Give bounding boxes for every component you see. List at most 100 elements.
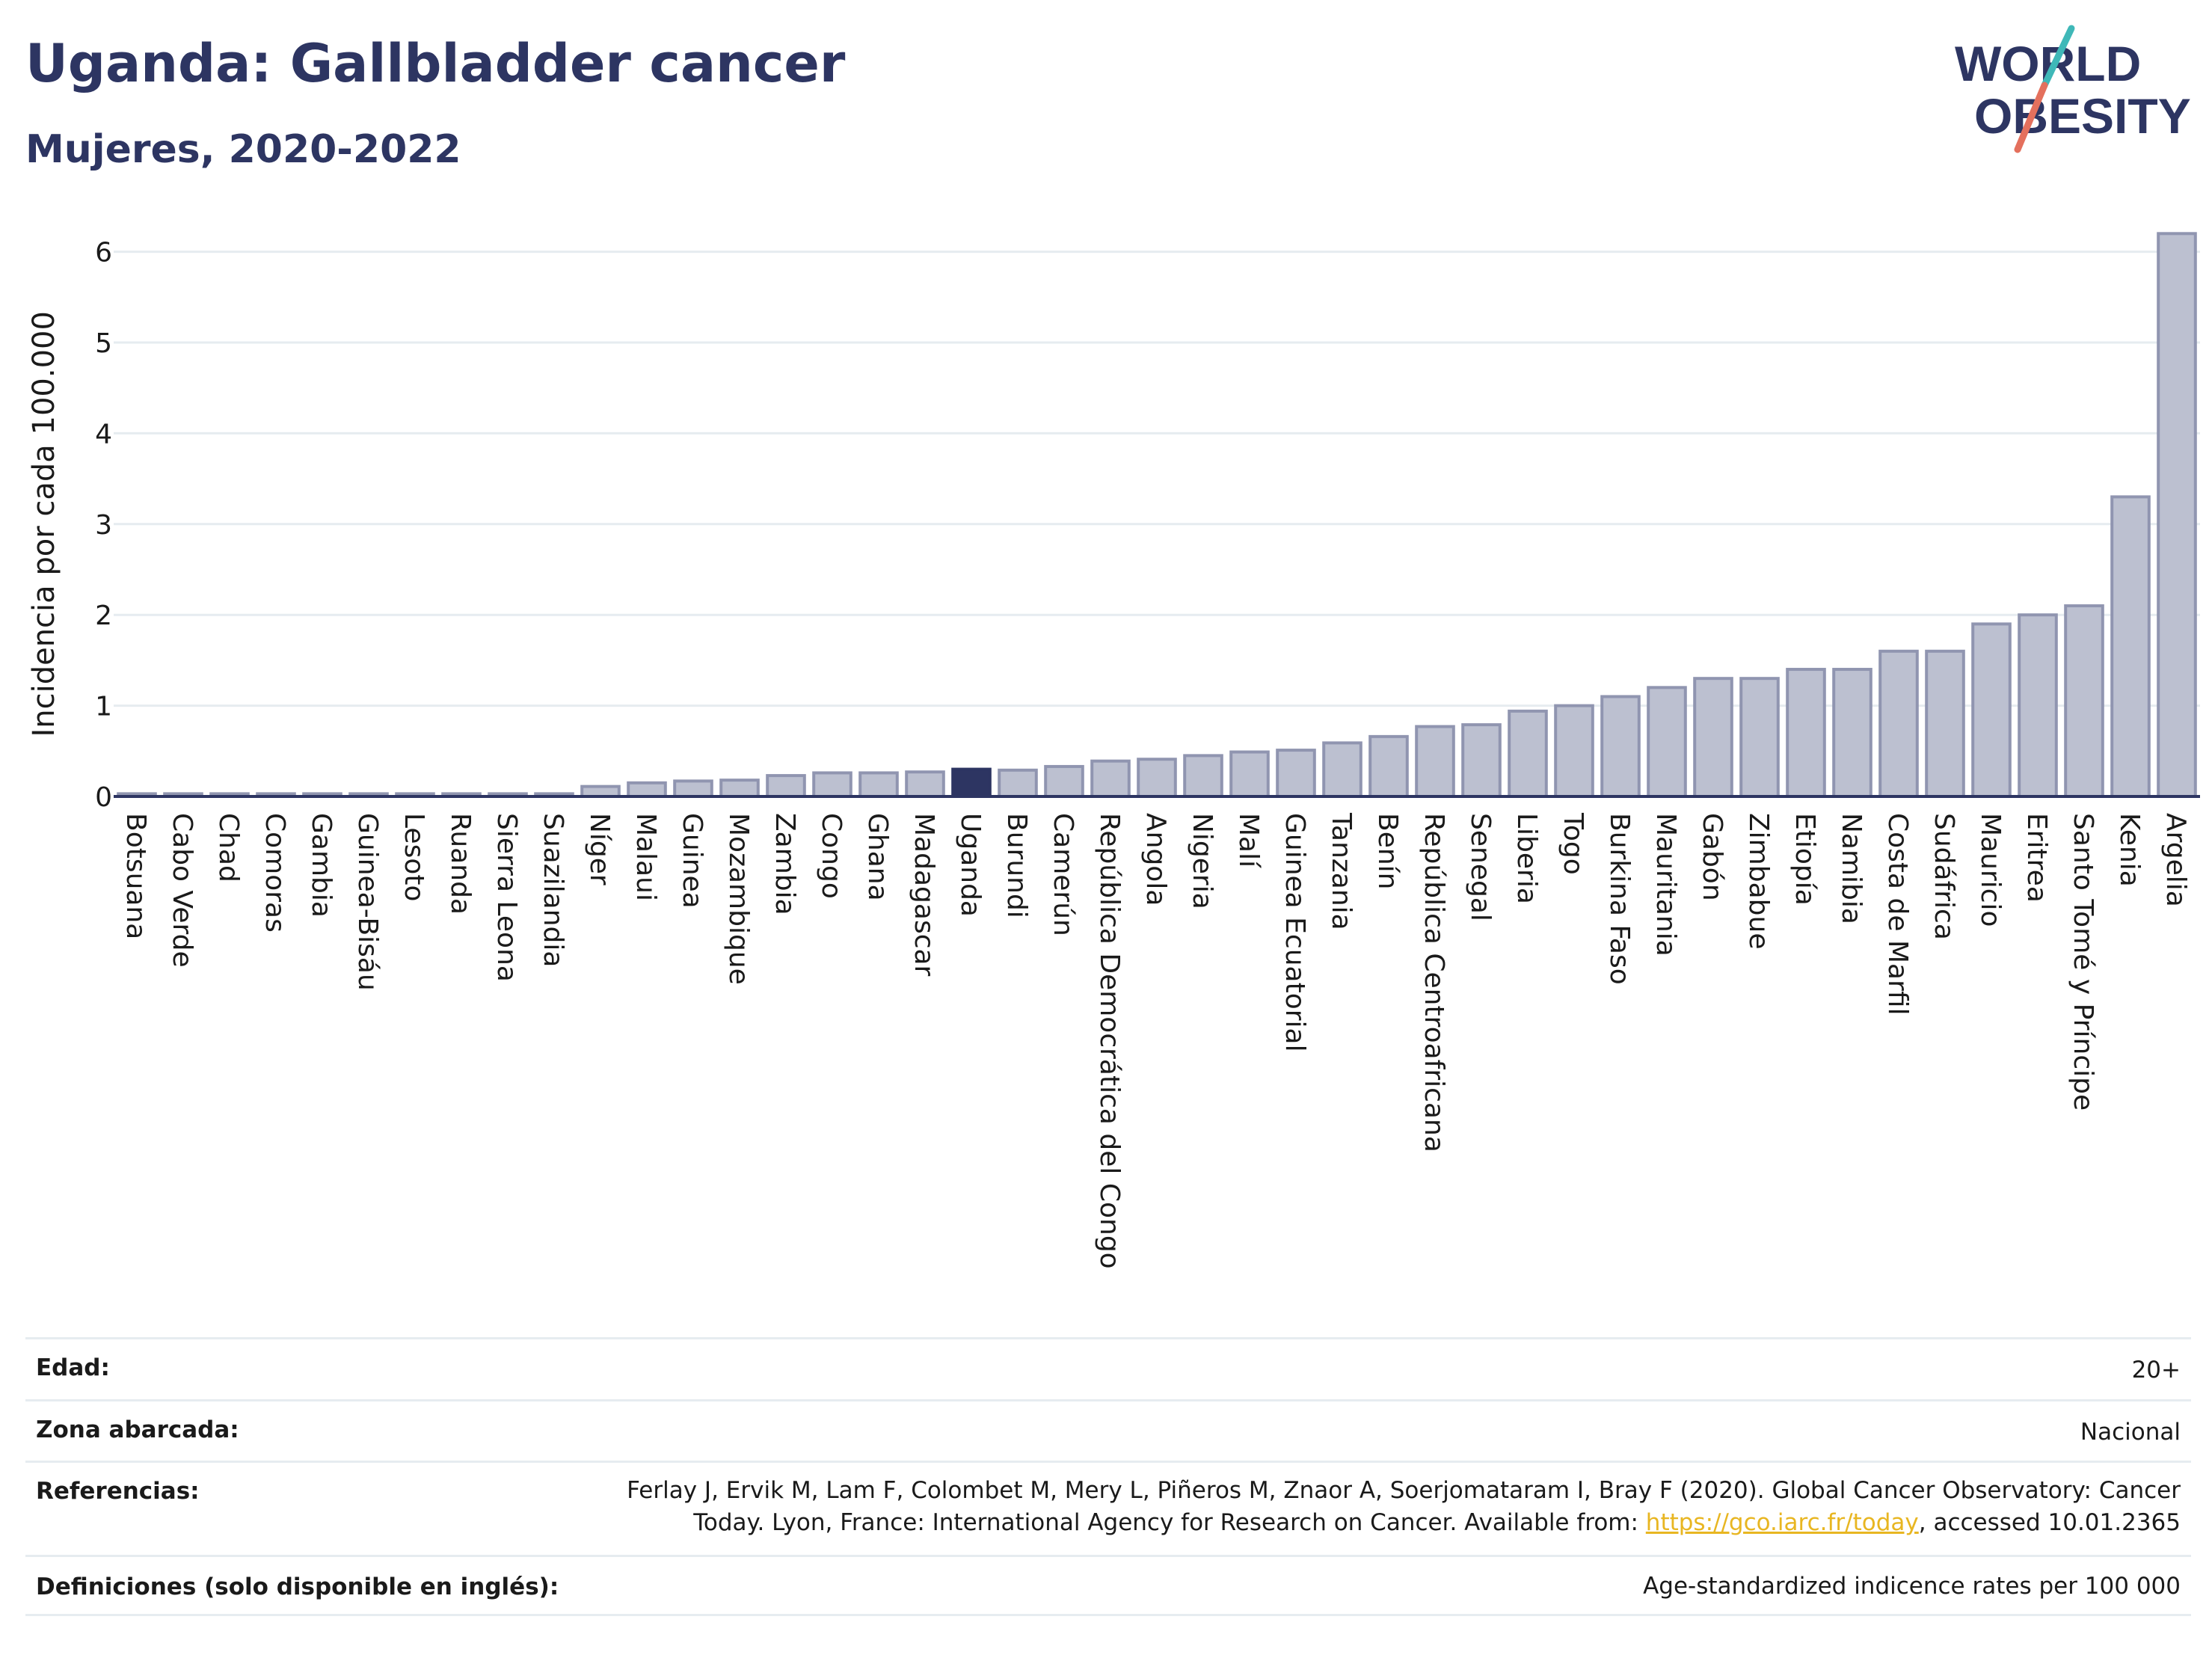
info-row-area: Zona abarcada: Nacional	[25, 1399, 2191, 1461]
x-tick-label: Comoras	[259, 813, 290, 933]
bar	[1415, 725, 1455, 798]
x-tick-label: Burundi	[1001, 813, 1032, 918]
x-tick-label: Guinea Ecuatorial	[1279, 813, 1310, 1052]
x-tick-label: Eritrea	[2021, 813, 2052, 903]
x-tick-label: Senegal	[1465, 813, 1496, 921]
x-tick-label: Namibia	[1836, 813, 1867, 924]
x-tick-label: Cabo Verde	[167, 813, 197, 968]
bar	[1044, 764, 1084, 798]
x-tick-label: Tanzania	[1326, 812, 1357, 930]
x-tick-label: Mauricio	[1975, 813, 2006, 927]
bar	[1739, 677, 1780, 798]
x-tick-label: Gambia	[306, 813, 337, 918]
bar	[1554, 704, 1594, 798]
x-tick-label: Mauritania	[1650, 813, 1681, 957]
bar	[580, 784, 621, 798]
x-tick-label: Nigeria	[1187, 813, 1217, 909]
bar-chart: 0 1 2 3 4 5 6 Incidencia por cada 100.000 Botsua…	[27, 232, 2200, 1269]
x-tick-label: Etiopía	[1789, 813, 1820, 906]
references-line2-pre: Today. Lyon, France: International Agenc…	[693, 1509, 1646, 1536]
x-tick-label: Níger	[584, 813, 615, 885]
chart-title: Uganda: Gallbladder cancer	[25, 33, 846, 94]
x-tick-label: Argelia	[2160, 813, 2191, 907]
bar	[1322, 741, 1362, 799]
x-tick-label: Malí	[1233, 813, 1264, 868]
definitions-label: Definiciones (solo disponible en inglés)…	[36, 1573, 559, 1600]
y-tick-label: 2	[95, 601, 112, 631]
x-tick-label: Ruanda	[445, 813, 476, 915]
bar	[1276, 749, 1316, 798]
bar	[1878, 649, 1919, 799]
bar	[1600, 695, 1641, 799]
y-tick-label: 5	[95, 328, 112, 359]
x-tick-label: Lesoto	[399, 813, 429, 902]
x-tick-label: República Democrática del Congo	[1094, 813, 1125, 1269]
y-tick-label: 0	[95, 782, 112, 813]
bar	[1925, 649, 1965, 799]
references-link[interactable]: https://gco.iarc.fr/today	[1645, 1509, 1919, 1536]
area-value: Nacional	[2080, 1419, 2181, 1446]
bar	[951, 767, 992, 798]
bar	[1971, 622, 2012, 799]
bar	[719, 779, 760, 798]
x-tick-label: Santo Tomé y Príncipe	[2068, 813, 2098, 1111]
x-tick-label: Madagascar	[909, 813, 939, 977]
references-line1: Ferlay J, Ervik M, Lam F, Colombet M, Me…	[627, 1477, 2181, 1504]
info-row-references: Referencias: Ferlay J, Ervik M, Lam F, C…	[25, 1461, 2191, 1555]
x-tick-label: Zimbabue	[1743, 813, 1774, 949]
chart-subtitle: Mujeres, 2020-2022	[25, 127, 461, 172]
x-tick-label: Camerún	[1048, 813, 1078, 936]
x-tick-label: Suazilandia	[538, 813, 568, 967]
bar	[766, 774, 806, 799]
x-tick-label: Sudáfrica	[1929, 813, 1959, 940]
x-tick-label: Gabón	[1697, 813, 1727, 901]
bar	[1647, 686, 1687, 798]
y-tick-label: 3	[95, 510, 112, 541]
references-line2-post: , accessed 10.01.2365	[1918, 1509, 2181, 1536]
bar	[1461, 723, 1502, 798]
bar	[812, 771, 852, 799]
bar	[1786, 668, 1826, 798]
references-label: Referencias:	[36, 1478, 200, 1505]
area-label: Zona abarcada:	[36, 1416, 239, 1443]
x-tick-label: Malaui	[630, 813, 661, 901]
x-tick-label: Kenia	[2114, 813, 2145, 887]
bar	[1183, 754, 1223, 798]
x-tick-label: Chad	[213, 813, 244, 882]
x-tick-label: Benín	[1372, 813, 1403, 889]
bar	[2157, 232, 2197, 798]
info-row-definitions: Definiciones (solo disponible en inglés)…	[25, 1555, 2191, 1616]
bar	[1137, 758, 1177, 799]
x-tick-label: Botsuana	[120, 813, 151, 939]
bar	[1368, 734, 1409, 798]
y-tick-label: 4	[95, 419, 112, 449]
x-tick-label: Mozambique	[723, 813, 754, 985]
bar	[2018, 613, 2058, 799]
bar	[673, 779, 713, 799]
y-tick-label: 6	[95, 238, 112, 268]
age-value: 20+	[2131, 1357, 2181, 1384]
x-tick-label: Guinea	[677, 813, 707, 909]
bar	[1693, 677, 1733, 798]
bar	[2110, 495, 2151, 798]
x-tick-label: Burkina Faso	[1604, 813, 1635, 985]
references-value: Ferlay J, Ervik M, Lam F, Colombet M, Me…	[627, 1475, 2181, 1539]
logo-line2: OBESITY	[1974, 88, 2191, 144]
definitions-value: Age-standardized indicence rates per 100…	[1643, 1573, 2181, 1600]
age-label: Edad:	[36, 1354, 110, 1381]
bar	[1229, 750, 1270, 798]
x-tick-label: República Centroafricana	[1419, 813, 1449, 1152]
y-axis-label: Incidencia por cada 100.000	[27, 311, 61, 737]
x-tick-label: Guinea-Bisáu	[352, 813, 383, 991]
info-row-age: Edad: 20+	[25, 1337, 2191, 1399]
bar	[1832, 668, 1872, 798]
x-tick-label: Angola	[1140, 813, 1171, 906]
bar	[2064, 604, 2104, 798]
x-tick-label: Togo	[1558, 812, 1588, 875]
y-tick-label: 1	[95, 692, 112, 722]
bar	[905, 770, 945, 799]
x-tick-label: Zambia	[769, 813, 800, 915]
info-table: Edad: 20+ Zona abarcada: Nacional Refere…	[25, 1337, 2191, 1616]
bar	[1508, 709, 1548, 798]
x-tick-label: Sierra Leona	[491, 813, 522, 982]
